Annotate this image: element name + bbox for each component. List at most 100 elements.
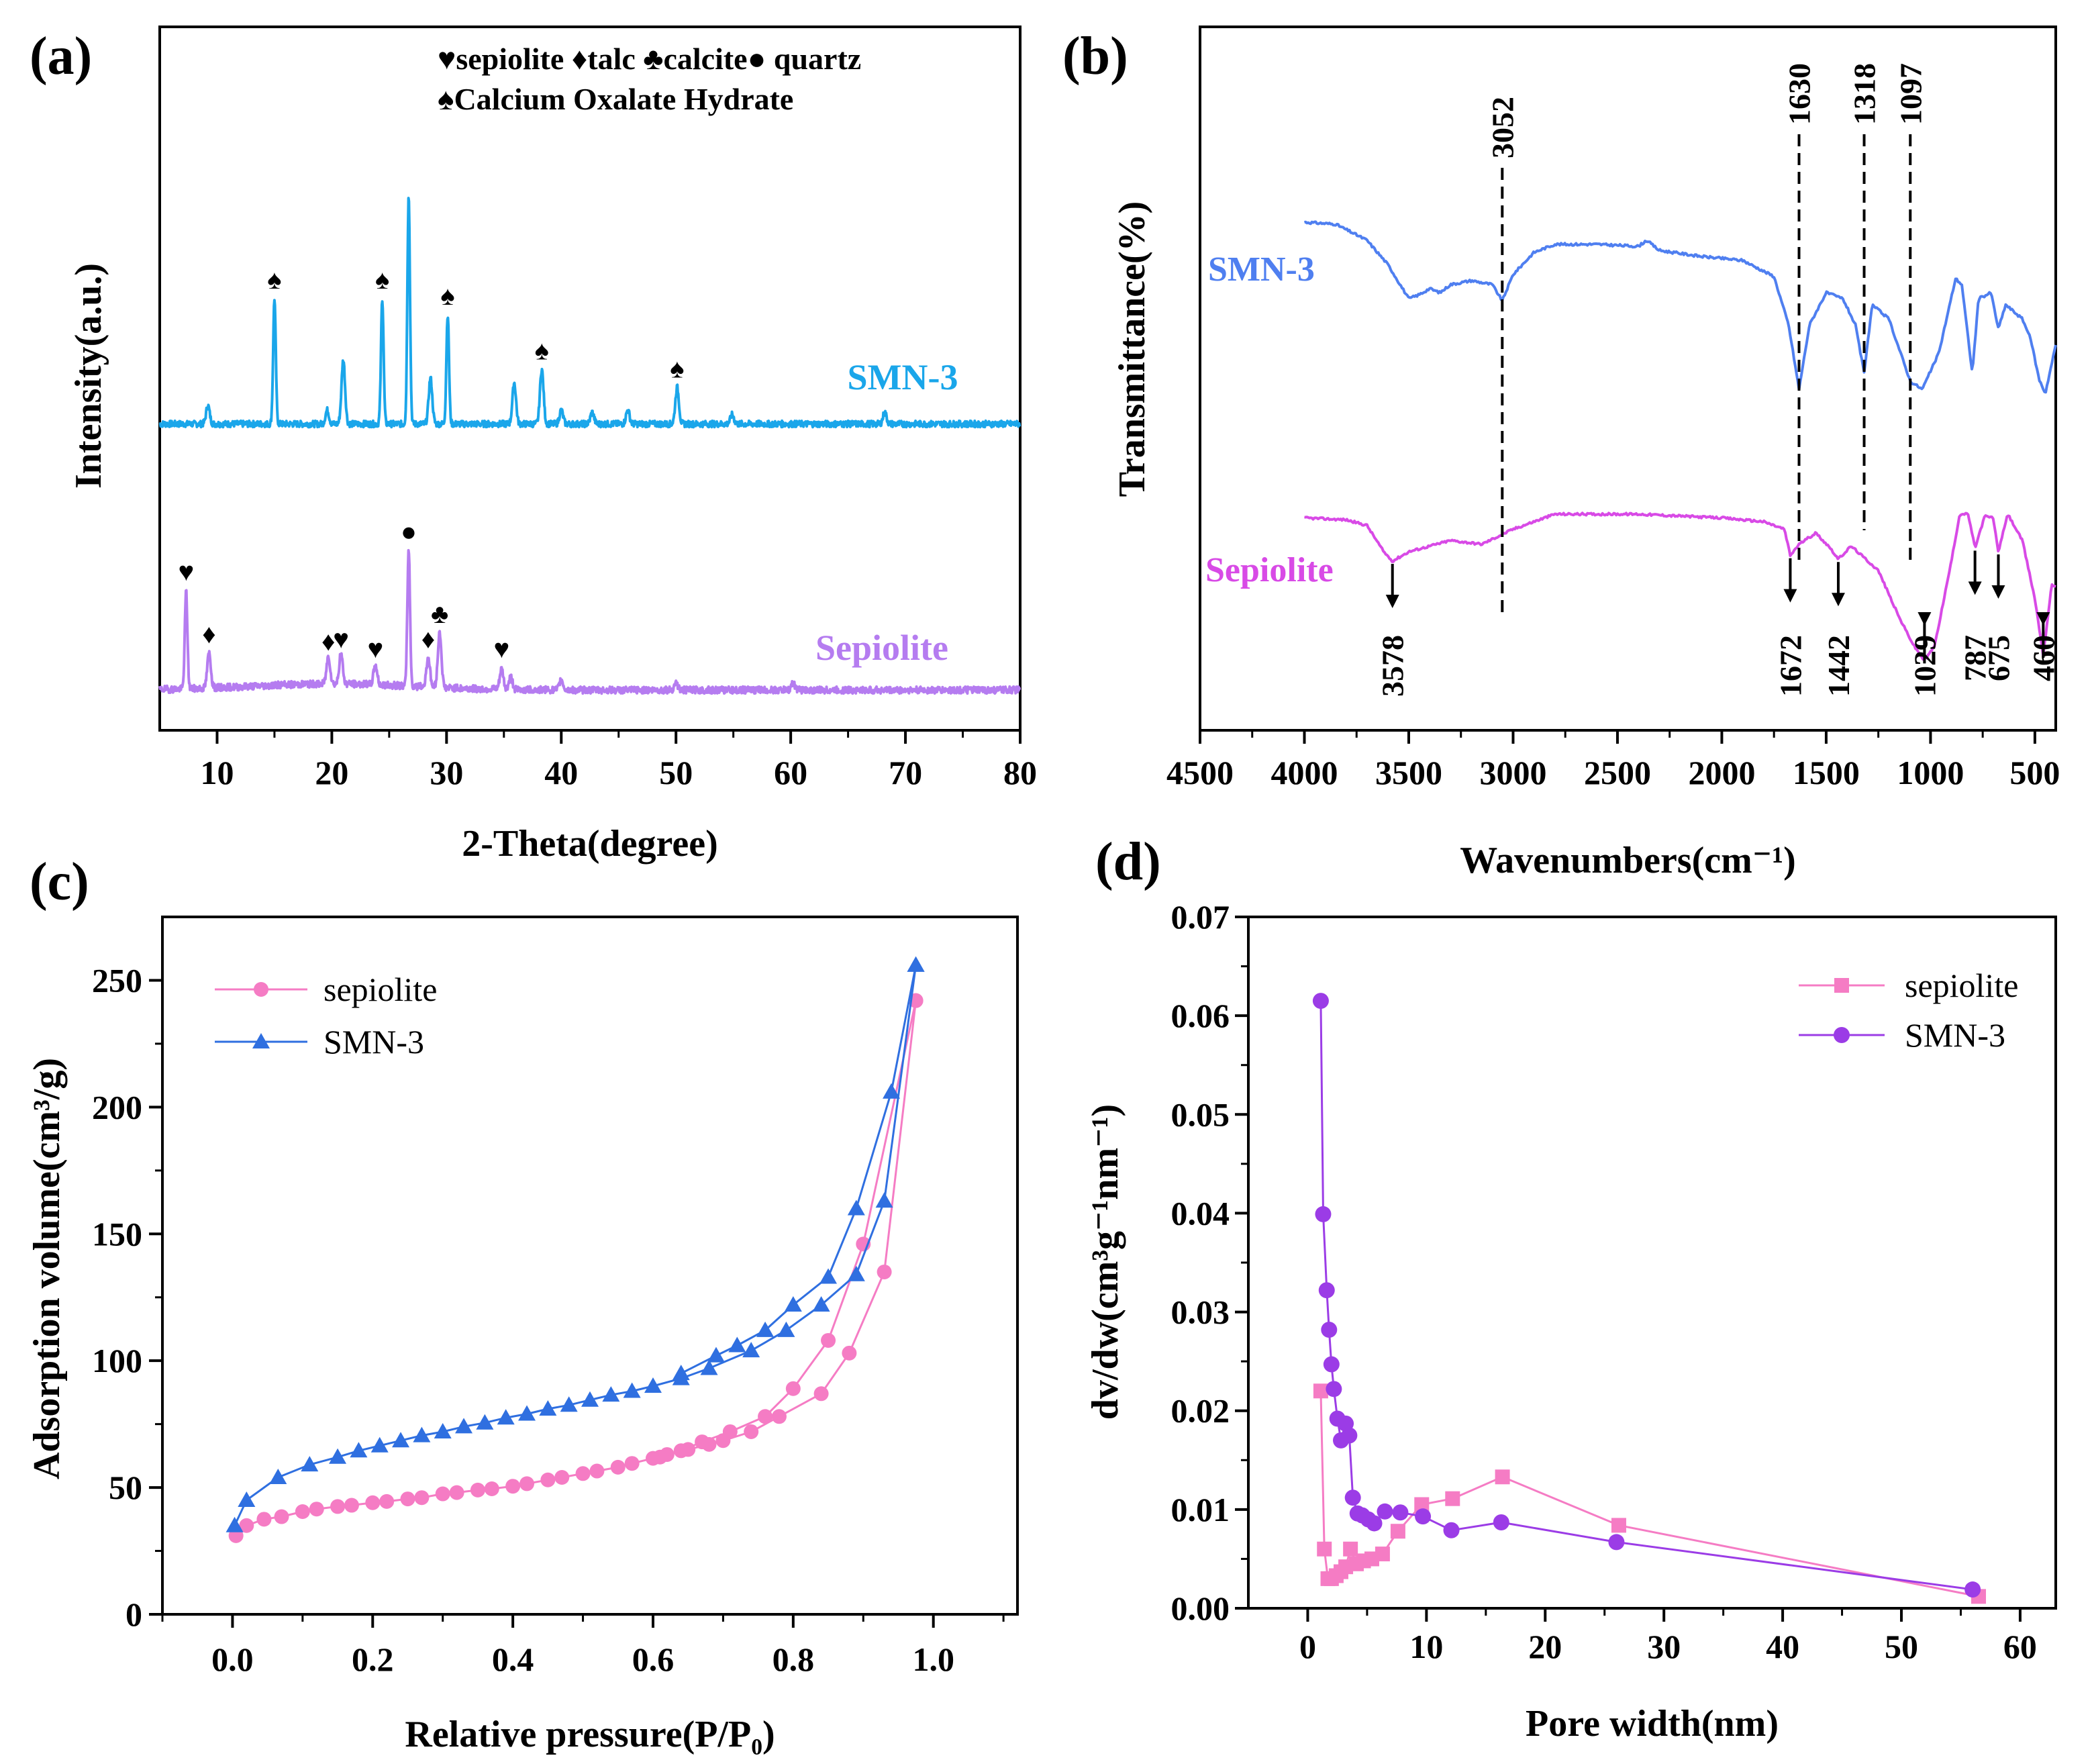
legend-marker-c bbox=[252, 1033, 270, 1048]
y-tick-label-d: 0.00 bbox=[1171, 1589, 1230, 1627]
x-tick-label-b: 2500 bbox=[1584, 754, 1651, 791]
arrow-label-b: 1442 bbox=[1822, 635, 1856, 697]
x-tick-label-d: 60 bbox=[2003, 1628, 2037, 1665]
y-tick-label-c: 250 bbox=[92, 961, 142, 999]
legend-label-c: SMN-3 bbox=[323, 1023, 424, 1061]
x-axis-label-b: Wavenumbers(cm⁻¹) bbox=[1460, 840, 1796, 881]
data-point-smn3-desorption bbox=[784, 1296, 802, 1312]
data-point-sepiolite-desorption bbox=[673, 1443, 689, 1459]
reference-label-b: 1097 bbox=[1893, 63, 1928, 125]
x-tick-label-a: 50 bbox=[659, 754, 693, 791]
data-point-sepiolite-adsorption bbox=[519, 1476, 535, 1491]
data-point-sepiolite-adsorption bbox=[274, 1509, 289, 1524]
y-axis-label-c: Adsorption volume(cm³/g) bbox=[26, 1058, 68, 1479]
data-point-sepiolite-adsorption bbox=[379, 1493, 395, 1509]
data-point-sepiolite-desorption bbox=[695, 1434, 710, 1450]
data-point-smn3-desorption bbox=[847, 1199, 865, 1216]
data-point-sepiolite-psd bbox=[1445, 1491, 1460, 1506]
peak-marker-a: ♦ bbox=[202, 619, 215, 649]
data-point-smn3-desorption bbox=[883, 1083, 901, 1099]
arrow-head-b bbox=[1991, 585, 2005, 599]
data-point-sepiolite-adsorption bbox=[400, 1491, 415, 1507]
data-point-sepiolite-adsorption bbox=[589, 1463, 605, 1479]
panel-label-b: (b) bbox=[1062, 27, 1128, 86]
data-point-sepiolite-adsorption bbox=[554, 1469, 570, 1485]
data-point-smn3-adsorption bbox=[226, 1516, 244, 1532]
data-point-sepiolite-adsorption bbox=[344, 1498, 359, 1513]
data-point-smn3-adsorption bbox=[700, 1359, 718, 1375]
data-point-sepiolite-adsorption bbox=[484, 1481, 499, 1496]
x-tick-label-c: 0.2 bbox=[352, 1640, 394, 1678]
arrow-label-b: 787 bbox=[1958, 635, 1993, 681]
x-tick-label-d: 30 bbox=[1647, 1628, 1681, 1665]
data-point-smn3-psd bbox=[1377, 1503, 1393, 1520]
data-point-smn3-desorption bbox=[756, 1321, 775, 1337]
x-tick-label-a: 70 bbox=[889, 754, 922, 791]
x-tick-label-b: 1500 bbox=[1793, 754, 1860, 791]
arrow-head-b bbox=[1385, 595, 1399, 608]
series-label-smn3-b: SMN-3 bbox=[1208, 250, 1315, 289]
x-tick-label-b: 1000 bbox=[1897, 754, 1964, 791]
arrow-head-b bbox=[1968, 581, 1982, 595]
x-tick-label-d: 10 bbox=[1409, 1628, 1443, 1665]
data-point-smn3-psd bbox=[1964, 1581, 1981, 1598]
peak-marker-a: ♠ bbox=[375, 264, 389, 295]
y-axis-label-d: dv/dw(cm³g⁻¹nm⁻¹) bbox=[1085, 1104, 1126, 1420]
data-point-sepiolite-adsorption bbox=[256, 1512, 272, 1527]
x-tick-label-a: 80 bbox=[1003, 754, 1037, 791]
arrow-label-b: 1029 bbox=[1907, 635, 1942, 697]
data-point-smn3-psd bbox=[1493, 1514, 1509, 1530]
data-point-sepiolite-desorption bbox=[821, 1332, 836, 1348]
data-point-smn3-adsorption bbox=[301, 1456, 319, 1472]
data-point-smn3-adsorption bbox=[644, 1377, 662, 1393]
series-smn3-ftir bbox=[1303, 220, 2057, 394]
arrow-label-b: 675 bbox=[1981, 635, 2015, 681]
x-tick-label-d: 40 bbox=[1766, 1628, 1799, 1665]
data-point-sepiolite-adsorption bbox=[505, 1479, 521, 1494]
arrow-label-b: 1672 bbox=[1773, 635, 1807, 697]
reference-label-b: 1318 bbox=[1848, 63, 1882, 125]
x-tick-label-a: 40 bbox=[544, 754, 578, 791]
legend-marker-c bbox=[254, 982, 268, 997]
arrow-head-b bbox=[1831, 593, 1845, 607]
data-point-sepiolite-adsorption bbox=[295, 1504, 310, 1519]
x-axis-label-a: 2-Theta(degree) bbox=[462, 823, 718, 865]
x-axis-label-c: Relative pressure(P/P₀) bbox=[405, 1714, 775, 1755]
x-tick-label-c: 1.0 bbox=[912, 1640, 954, 1678]
data-point-sepiolite-adsorption bbox=[365, 1495, 381, 1510]
y-tick-label-c: 0 bbox=[126, 1596, 142, 1633]
x-tick-label-a: 30 bbox=[430, 754, 463, 791]
panel-a-xrd: (a) 10 20 30 40 50 60 70 80 2-Theta(degree) Intens… bbox=[30, 26, 1037, 865]
data-point-sepiolite-desorption bbox=[785, 1381, 801, 1396]
x-tick-label-b: 3000 bbox=[1479, 754, 1546, 791]
data-point-smn3-adsorption bbox=[875, 1192, 893, 1208]
x-tick-label-b: 3500 bbox=[1375, 754, 1442, 791]
data-point-smn3-adsorption bbox=[777, 1321, 795, 1337]
data-point-sepiolite-desorption bbox=[652, 1449, 668, 1465]
data-point-smn3-adsorption bbox=[269, 1468, 287, 1484]
data-point-smn3-psd bbox=[1326, 1381, 1342, 1398]
data-point-sepiolite-psd bbox=[1495, 1469, 1510, 1485]
arrow-head-b bbox=[2036, 612, 2050, 626]
x-tick-label-c: 0.0 bbox=[211, 1640, 254, 1678]
data-point-sepiolite-adsorption bbox=[771, 1409, 787, 1424]
x-axis-label-d: Pore width(nm) bbox=[1526, 1703, 1779, 1745]
data-point-sepiolite-adsorption bbox=[877, 1264, 892, 1279]
data-point-smn3-adsorption bbox=[350, 1442, 368, 1458]
legend-marker-d bbox=[1834, 978, 1849, 993]
data-point-smn3-psd bbox=[1344, 1489, 1361, 1506]
data-point-smn3-adsorption bbox=[370, 1436, 389, 1453]
data-point-smn3-psd bbox=[1415, 1508, 1432, 1525]
y-tick-label-d: 0.06 bbox=[1171, 997, 1230, 1034]
panel-d-pore-size: (d) 0 10 20 30 40 50 60 0.00 0.01 0.02 0.03 0.04 0.05… bbox=[1085, 832, 2057, 1745]
arrow-head-b bbox=[1783, 589, 1797, 603]
data-point-sepiolite-adsorption bbox=[813, 1386, 829, 1402]
x-tick-label-a: 10 bbox=[200, 754, 234, 791]
x-tick-label-c: 0.8 bbox=[773, 1640, 815, 1678]
y-tick-label-d: 0.02 bbox=[1171, 1392, 1230, 1430]
plot-frame-a bbox=[158, 26, 1022, 732]
series-label-smn3-a: SMN-3 bbox=[848, 357, 958, 397]
peak-marker-a: ♠ bbox=[267, 264, 281, 295]
data-point-sepiolite-psd bbox=[1317, 1541, 1332, 1557]
x-tick-label-a: 60 bbox=[774, 754, 807, 791]
